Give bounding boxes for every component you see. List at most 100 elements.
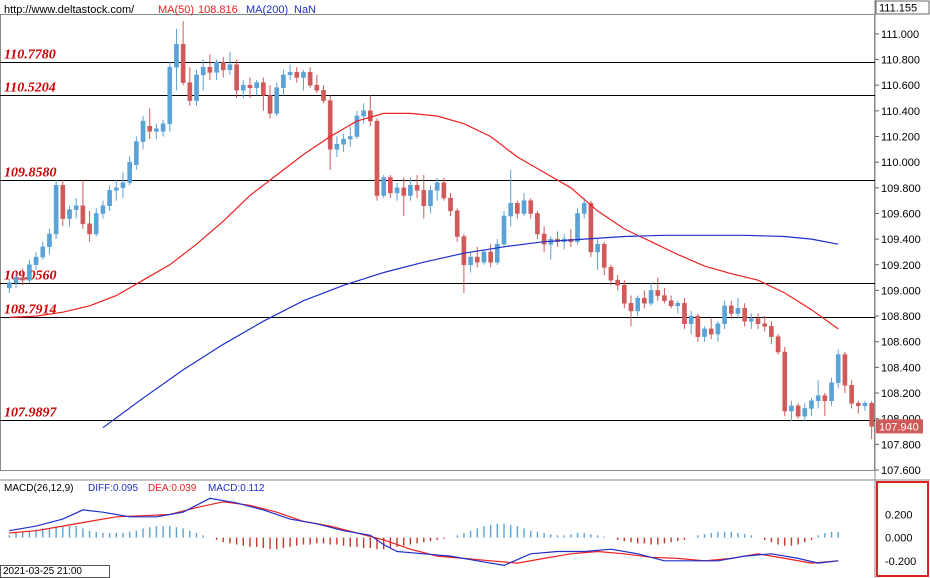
candle-body [461,236,467,266]
candle-body [575,213,580,242]
ma200-label: MA(200) [246,4,289,16]
candle-body [254,82,259,89]
candle-body [675,302,681,307]
candle-body [735,308,741,314]
site-url[interactable]: http://www.deltastock.com/ [4,4,135,16]
candle-body [695,315,701,337]
candle-body [274,87,280,114]
candle-body [421,190,427,207]
candle-body [140,120,146,142]
candle-body [100,205,106,214]
candle-body [240,84,246,91]
y-tick-label: 109.600 [881,208,921,220]
candle-body [180,43,186,83]
candle-body [394,187,400,194]
macd-y-tick-label: -0.200 [885,556,916,568]
candle-body [521,200,527,214]
candle-body [381,177,387,196]
y-tick-label: 110.200 [881,131,920,143]
candle-body [742,308,747,322]
candle-body [789,405,794,412]
y-tick-label: 109.400 [881,234,921,246]
level-label-4: 108.7914 [4,303,57,318]
ma50-value: 108.816 [198,4,238,16]
candle-body [682,302,687,325]
candle-body [347,136,353,140]
candle-body [93,213,99,235]
candle-body [622,285,627,304]
candle-body [728,305,734,314]
candle-body [87,223,92,235]
candle-body [207,66,213,73]
candle-body [655,290,661,296]
candle-body [662,295,667,301]
candle-body [441,182,447,199]
ma50-label: MA(50) [158,4,195,16]
candle-body [535,213,540,235]
candle-body [334,143,340,150]
y-tick-label: 109.800 [881,183,921,195]
level-label-2: 109.8580 [4,166,57,181]
candle-body [414,184,420,191]
candle-body [601,243,607,268]
candle-body [307,72,313,86]
candle-body [194,74,199,101]
candle-body [7,282,12,289]
candle-body [361,110,366,117]
candle-body [802,408,808,417]
candle-body [722,305,727,325]
candle-body [434,182,440,191]
macd-axis-highlight-box [876,481,929,577]
candle-body [749,318,754,322]
candle-body [454,210,460,237]
y-tick-label: 107.600 [881,465,921,477]
y-tick-label: 110.600 [881,80,920,92]
candle-body [67,209,72,219]
candle-body [809,400,814,409]
candle-body [113,187,119,191]
candle-body [60,184,66,219]
candle-body [40,246,46,258]
candle-body [849,385,854,404]
y-tick-label: 110.400 [881,106,920,118]
macd-macd-value: MACD:0.112 [208,483,265,494]
y-top-label-box [875,0,930,15]
candle-body [341,138,346,145]
candle-body [13,277,19,283]
main-plot-frame [0,14,875,471]
candle-body [321,90,326,101]
candle-body [494,243,500,263]
candle-body [367,110,373,122]
candle-body [595,243,600,253]
candle-body [474,256,480,263]
candle-body [160,123,166,132]
candle-body [354,115,360,137]
candle-body [581,202,587,214]
candle-body [20,277,26,281]
candle-body [388,177,393,194]
candle-body [287,72,293,76]
candle-body [267,95,273,114]
candle-body [528,200,534,214]
candle-body [635,297,641,312]
candle-body [174,43,179,68]
candle-body [200,66,206,76]
y-tick-label: 109.000 [881,285,921,297]
candle-body [488,251,493,263]
diff-line [9,497,839,567]
candle-body [855,403,861,407]
candle-body [762,323,768,327]
candle-body [835,354,841,384]
last-price-label: 107.940 [879,421,919,433]
candle-body [769,326,774,337]
candle-body [715,323,721,335]
candle-body [822,395,828,401]
candle-body [80,205,86,224]
candle-body [154,128,159,132]
candle-body [795,405,801,417]
candle-body [829,382,834,401]
candle-body [648,290,654,304]
candle-body [448,197,453,212]
date-readout: 2021-03-25 21:00 [0,565,110,578]
